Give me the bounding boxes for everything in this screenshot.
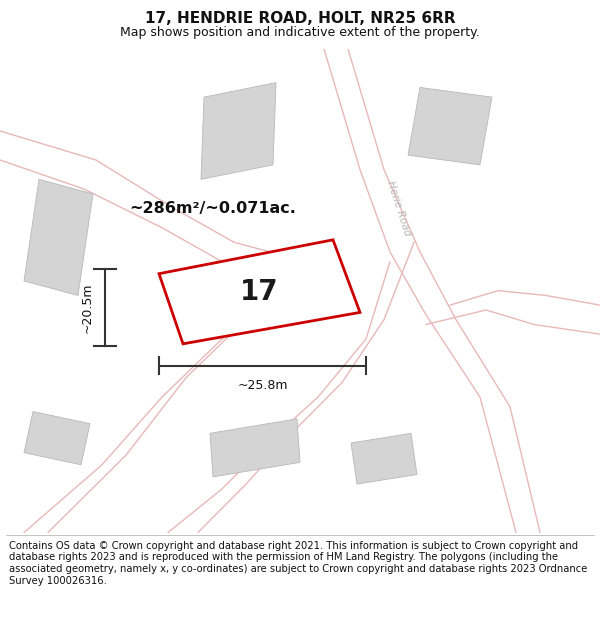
Polygon shape [24,179,93,296]
Text: ~286m²/~0.071ac.: ~286m²/~0.071ac. [129,201,296,216]
Text: ~20.5m: ~20.5m [80,282,94,332]
Text: Contains OS data © Crown copyright and database right 2021. This information is : Contains OS data © Crown copyright and d… [9,541,587,586]
Polygon shape [24,411,90,465]
Text: ~25.8m: ~25.8m [237,379,288,392]
Text: Herie Road: Herie Road [385,179,413,238]
Polygon shape [210,419,300,477]
Polygon shape [159,240,360,344]
Polygon shape [408,88,492,165]
Polygon shape [201,82,276,179]
Text: 17, HENDRIE ROAD, HOLT, NR25 6RR: 17, HENDRIE ROAD, HOLT, NR25 6RR [145,11,455,26]
Polygon shape [351,433,417,484]
Text: Map shows position and indicative extent of the property.: Map shows position and indicative extent… [120,26,480,39]
Text: 17: 17 [239,279,278,306]
